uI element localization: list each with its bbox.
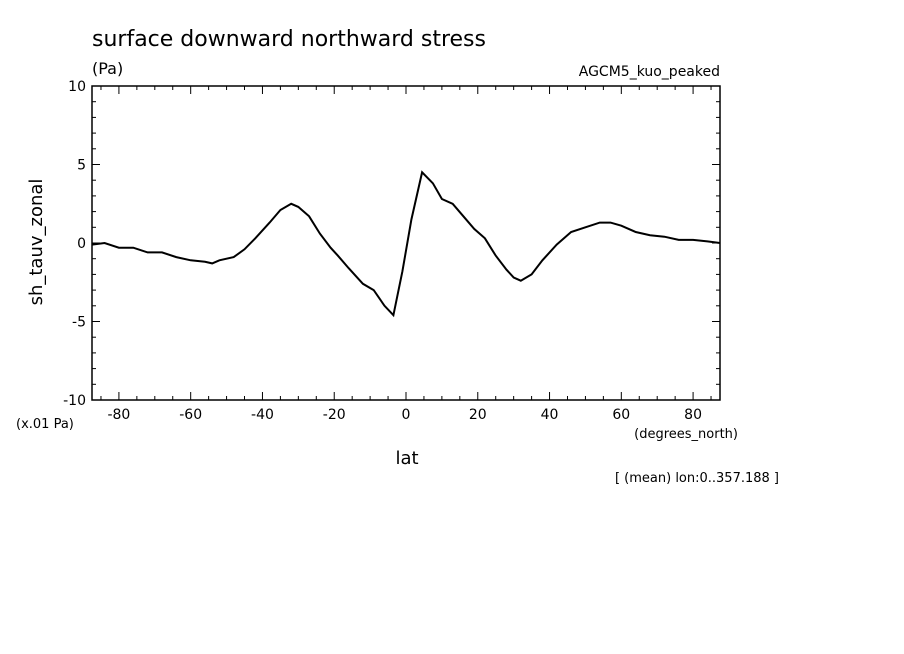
- x-tick-label: -40: [251, 407, 274, 423]
- units-label: (Pa): [92, 59, 123, 78]
- y-scale-note: (x.01 Pa): [16, 417, 74, 432]
- y-tick-label: -5: [72, 315, 86, 331]
- plot-frame: [91, 85, 721, 401]
- x-tick-label: 40: [541, 407, 559, 423]
- x-tick-label: 0: [402, 407, 411, 423]
- x-tick-label: -80: [107, 407, 130, 423]
- x-axis-label: lat: [395, 448, 418, 469]
- x-units-label: (degrees_north): [634, 427, 738, 442]
- x-tick-label: -60: [179, 407, 202, 423]
- y-axis-label: sh_tauv_zonal: [26, 179, 47, 306]
- y-tick-label: 0: [77, 236, 86, 252]
- axes: [91, 85, 721, 401]
- x-tick-label: 80: [684, 407, 702, 423]
- tick-marks: [92, 85, 720, 401]
- y-tick-label: 10: [68, 79, 86, 95]
- dataset-label: AGCM5_kuo_peaked: [579, 64, 720, 80]
- tick-labels: -80 -60 -40 -20 0 20 40 60 80 -10 -5 0 5 10: [63, 79, 702, 423]
- x-tick-label: -20: [323, 407, 346, 423]
- series-line: [91, 170, 721, 318]
- footnote: [ (mean) lon:0..357.188 ]: [615, 471, 779, 486]
- x-tick-label: 20: [469, 407, 487, 423]
- y-tick-label: -10: [63, 393, 86, 409]
- y-tick-label: 5: [77, 158, 86, 174]
- chart-title: surface downward northward stress: [92, 27, 486, 52]
- x-tick-label: 60: [612, 407, 630, 423]
